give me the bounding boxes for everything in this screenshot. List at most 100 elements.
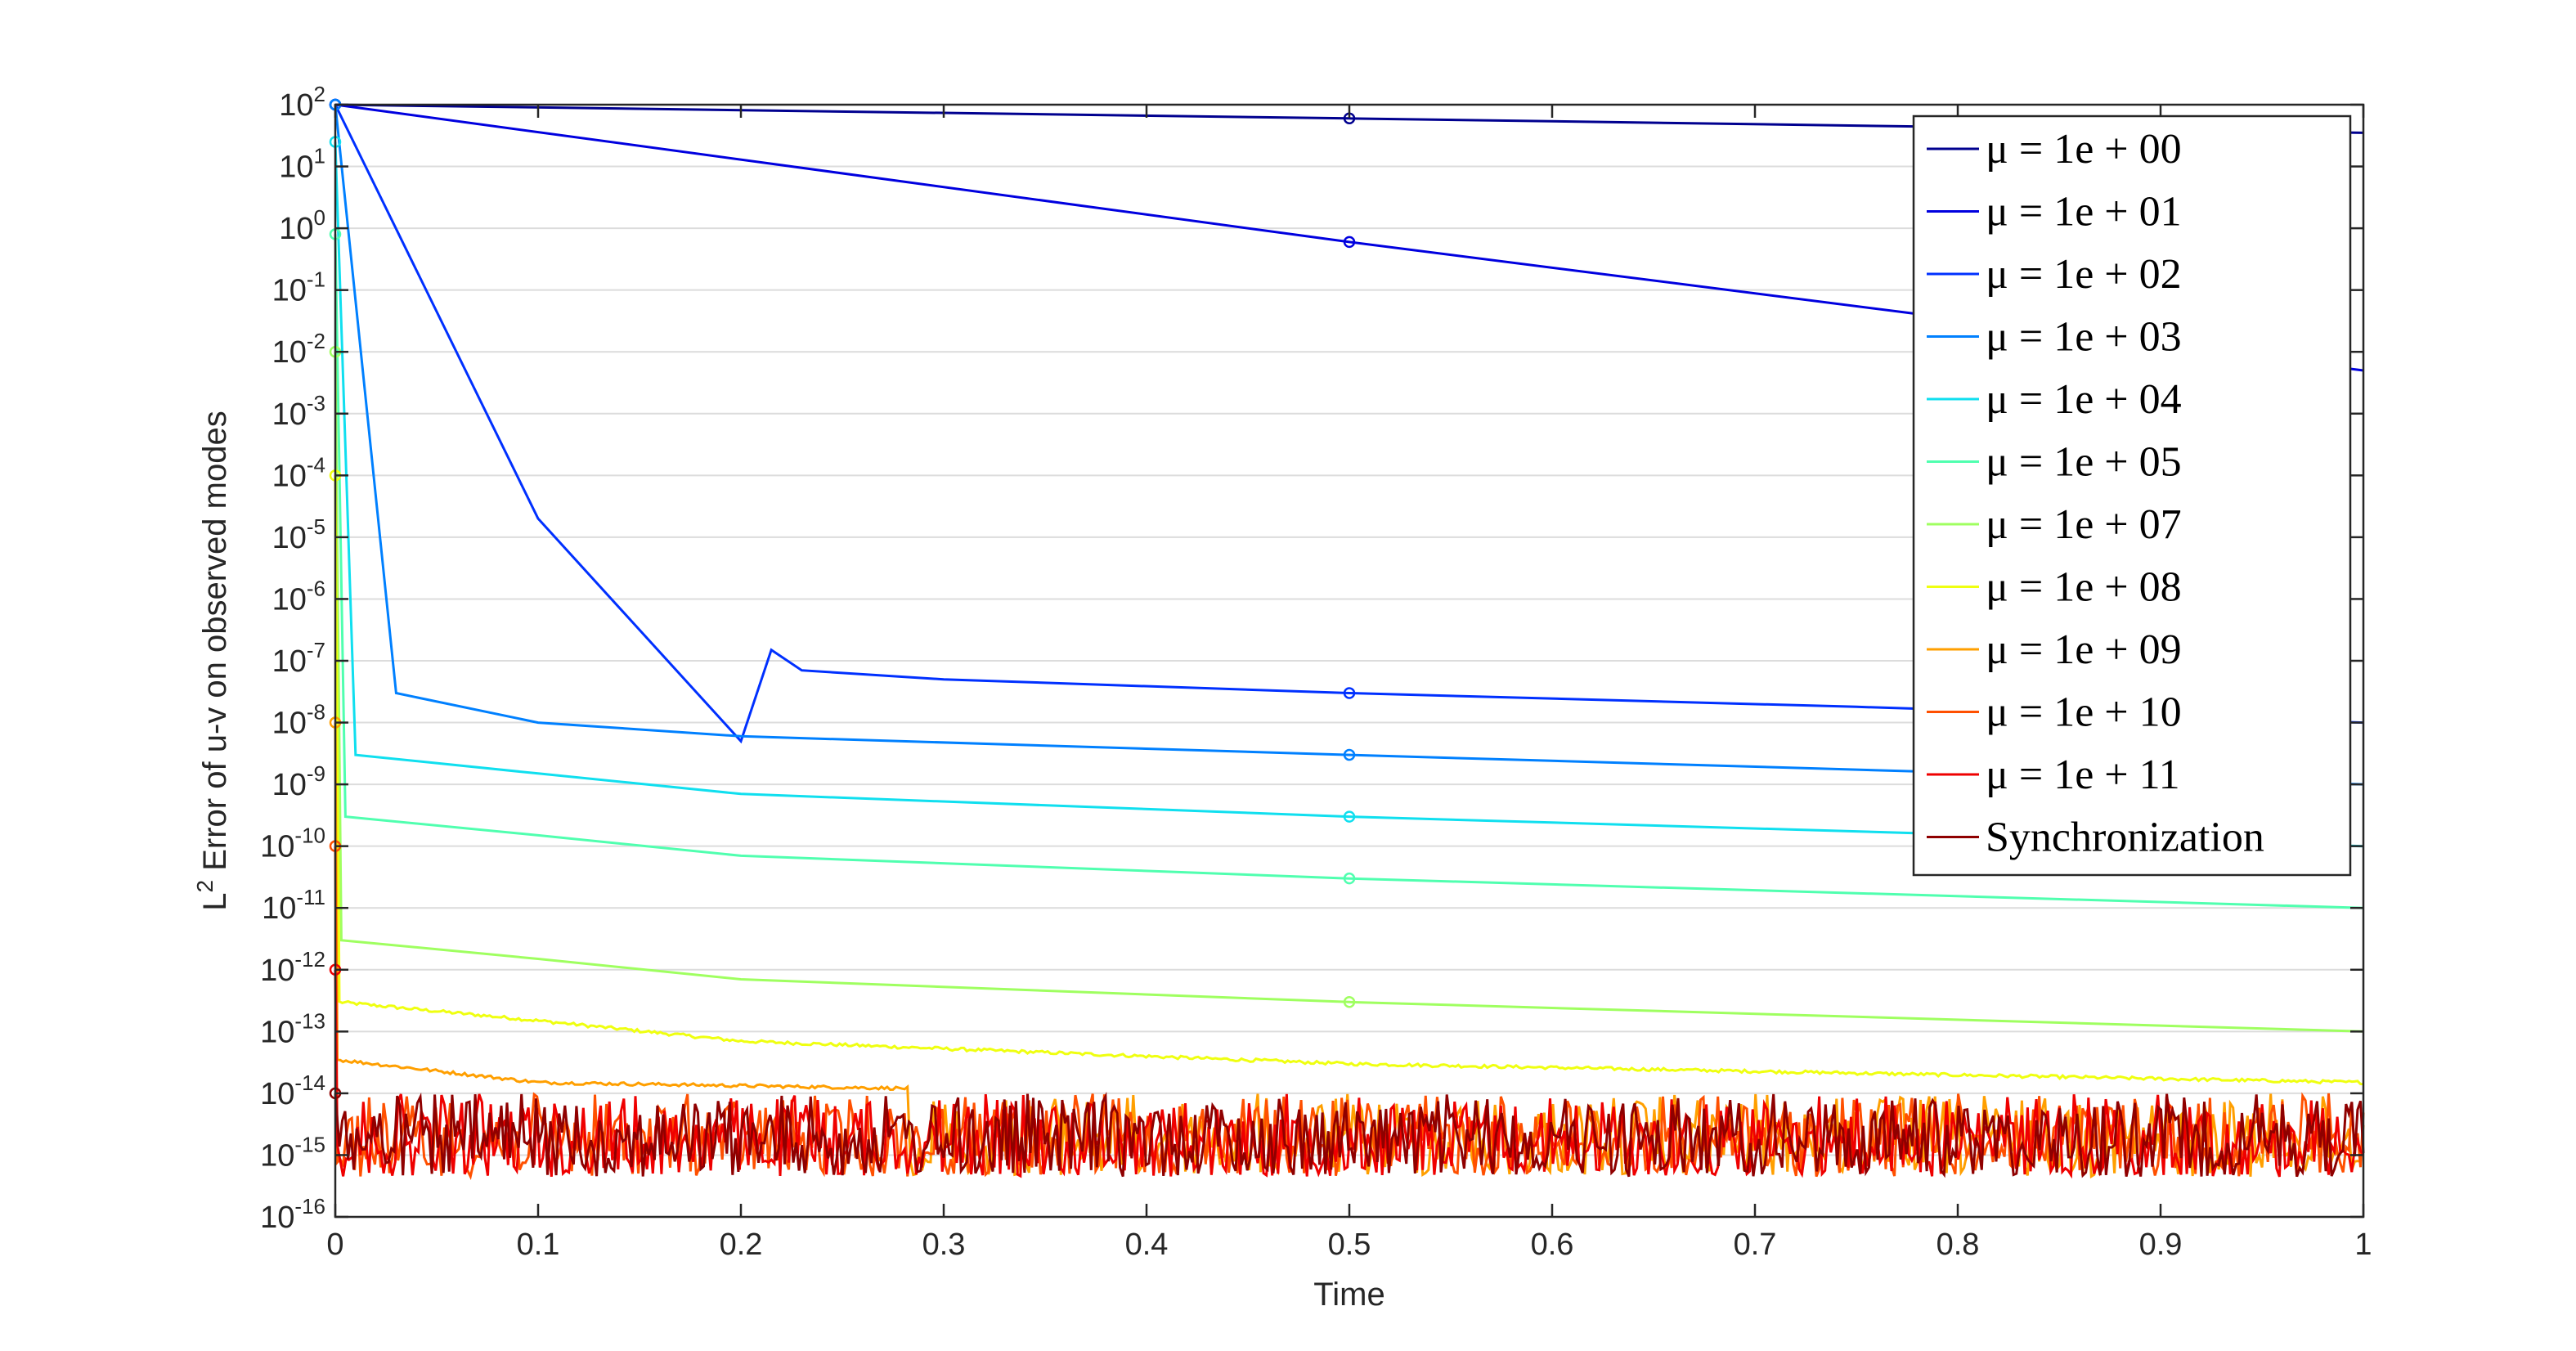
- y-tick-base: 10: [272, 335, 307, 370]
- y-tick-label: 10-3: [272, 391, 325, 432]
- y-tick-base: 10: [260, 1201, 294, 1235]
- y-tick-exponent: 2: [314, 82, 325, 106]
- legend: μ = 1e + 00 μ = 1e + 01 μ = 1e + 02 μ = 1e …: [1912, 114, 2352, 877]
- x-tick-label: 0.1: [517, 1228, 560, 1262]
- series-line: [334, 1091, 2365, 1178]
- y-tick-exponent: -5: [307, 514, 325, 539]
- legend-label: μ = 1e + 07: [1986, 501, 2182, 548]
- series-lines: [334, 103, 2365, 1180]
- x-tick-label: 0.2: [720, 1228, 763, 1262]
- y-tick-base: 10: [279, 212, 313, 246]
- y-axis-title: L2 Error of u-v on observed modes: [192, 411, 233, 910]
- series-marker: [1343, 996, 1356, 1008]
- y-tick-exponent: -9: [307, 761, 325, 786]
- x-tick-label: 1: [2354, 1228, 2372, 1262]
- x-axis-ticks: 0 0.1 0.2 0.3 0.4 0.5 0.6 0.7 0.8 0.9 1: [326, 105, 2372, 1262]
- series-line: [334, 104, 2364, 786]
- y-axis-title-rest: Error of u-v on observed modes: [197, 411, 233, 880]
- series-marker: [1343, 236, 1356, 249]
- y-tick-label: 102: [279, 82, 325, 123]
- y-tick-label: 101: [279, 144, 325, 185]
- y-tick-label: 10-11: [262, 885, 325, 926]
- legend-label: μ = 1e + 03: [1986, 314, 2182, 361]
- x-tick-label: 0.8: [1936, 1228, 1980, 1262]
- y-tick-base: 10: [260, 830, 294, 864]
- y-tick-label: 10-12: [260, 947, 325, 988]
- x-tick-label: 0.6: [1531, 1228, 1574, 1262]
- y-tick-exponent: -6: [307, 576, 325, 600]
- y-tick-exponent: -16: [294, 1194, 325, 1219]
- legend-label: μ = 1e + 10: [1986, 689, 2182, 736]
- y-tick-base: 10: [272, 768, 307, 802]
- y-tick-exponent: -13: [294, 1008, 325, 1033]
- legend-label: μ = 1e + 05: [1986, 439, 2182, 486]
- y-tick-base: 10: [272, 397, 307, 432]
- y-tick-label: 10-9: [272, 761, 325, 802]
- y-tick-label: 10-14: [260, 1070, 325, 1111]
- legend-label: μ = 1e + 00: [1986, 126, 2182, 173]
- legend-label: Synchronization: [1986, 815, 2264, 861]
- legend-label: μ = 1e + 04: [1986, 376, 2182, 423]
- x-tick-label: 0: [326, 1228, 343, 1262]
- y-tick-label: 100: [279, 205, 325, 246]
- series-line: [334, 352, 2364, 1033]
- y-tick-base: 10: [272, 521, 307, 555]
- series-marker: [1343, 810, 1356, 823]
- y-tick-label: 10-2: [272, 329, 325, 370]
- y-tick-base: 10: [272, 582, 307, 617]
- legend-label: μ = 1e + 01: [1986, 189, 2182, 236]
- y-tick-base: 10: [272, 644, 307, 679]
- y-tick-base: 10: [279, 150, 313, 185]
- y-axis-title-main: L: [197, 892, 233, 910]
- x-tick-label: 0.3: [922, 1228, 966, 1262]
- y-tick-exponent: -4: [307, 452, 325, 477]
- y-tick-label: 10-1: [272, 267, 325, 308]
- y-tick-exponent: -11: [296, 885, 325, 909]
- y-tick-label: 10-6: [272, 576, 325, 617]
- legend-label: μ = 1e + 09: [1986, 626, 2182, 673]
- y-tick-exponent: -12: [294, 947, 325, 972]
- x-tick-label: 0.5: [1328, 1228, 1371, 1262]
- series-marker: [1343, 872, 1356, 885]
- legend-label: μ = 1e + 11: [1986, 752, 2180, 798]
- y-tick-base: 10: [260, 1015, 294, 1049]
- y-tick-label: 10-15: [260, 1132, 325, 1173]
- series-marker: [1343, 687, 1356, 699]
- y-tick-exponent: -7: [307, 638, 325, 662]
- y-tick-exponent: 0: [314, 205, 325, 230]
- legend-box: [1912, 114, 2352, 877]
- y-tick-base: 10: [272, 274, 307, 308]
- y-tick-base: 10: [260, 1077, 294, 1111]
- y-tick-exponent: -8: [307, 700, 325, 725]
- series-line: [334, 141, 2364, 848]
- y-axis-title-superscript: 2: [192, 880, 218, 893]
- y-tick-base: 10: [272, 707, 307, 741]
- series-line: [334, 104, 2364, 744]
- y-tick-exponent: -1: [307, 267, 325, 292]
- y-tick-label: 10-7: [272, 638, 325, 679]
- y-tick-label: 10-16: [260, 1194, 325, 1235]
- y-tick-label: 10-5: [272, 514, 325, 555]
- y-tick-exponent: -3: [307, 391, 325, 415]
- series-marker: [1343, 748, 1356, 761]
- y-tick-exponent: -10: [294, 824, 325, 848]
- y-tick-base: 10: [262, 891, 296, 926]
- y-tick-base: 10: [260, 954, 294, 988]
- y-tick-base: 10: [272, 459, 307, 493]
- y-axis-ticks: 10210110010-110-210-310-410-510-610-710-…: [260, 82, 2363, 1235]
- y-tick-label: 10-13: [260, 1008, 325, 1049]
- y-tick-base: 10: [260, 1138, 294, 1173]
- y-tick-exponent: 1: [314, 144, 325, 168]
- y-tick-exponent: -2: [307, 329, 325, 353]
- y-tick-label: 10-10: [260, 824, 325, 864]
- y-tick-exponent: -15: [294, 1132, 325, 1156]
- x-axis-title: Time: [1313, 1277, 1384, 1313]
- x-tick-label: 0.7: [1734, 1228, 1777, 1262]
- y-tick-label: 10-8: [272, 700, 325, 741]
- series-line: [334, 234, 2364, 909]
- x-tick-label: 0.9: [2139, 1228, 2183, 1262]
- y-tick-base: 10: [279, 88, 313, 123]
- legend-label: μ = 1e + 02: [1986, 251, 2182, 298]
- series-line: [334, 475, 2364, 1086]
